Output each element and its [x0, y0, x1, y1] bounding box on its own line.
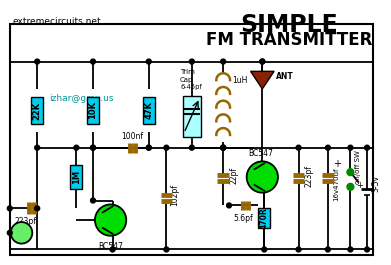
Text: 100nf: 100nf	[121, 132, 143, 141]
Text: 5.6pf: 5.6pf	[233, 214, 253, 223]
FancyBboxPatch shape	[87, 97, 99, 124]
Text: BC547: BC547	[249, 149, 273, 158]
Text: 223pf: 223pf	[15, 217, 37, 226]
Text: izhar@gmx.us: izhar@gmx.us	[49, 94, 113, 103]
Circle shape	[325, 247, 330, 252]
Circle shape	[7, 230, 12, 235]
Circle shape	[189, 59, 194, 64]
Text: on/off SW: on/off SW	[355, 150, 361, 184]
Circle shape	[164, 145, 169, 150]
Circle shape	[74, 145, 79, 150]
Circle shape	[146, 145, 151, 150]
Circle shape	[91, 145, 95, 150]
Circle shape	[11, 222, 32, 244]
Text: BC547: BC547	[98, 242, 123, 251]
Circle shape	[146, 145, 151, 150]
Circle shape	[146, 59, 151, 64]
Text: ANT: ANT	[276, 72, 294, 81]
Circle shape	[260, 59, 265, 64]
FancyBboxPatch shape	[31, 97, 43, 124]
FancyBboxPatch shape	[258, 208, 270, 228]
Text: 102pf: 102pf	[170, 184, 179, 206]
Text: Cap: Cap	[180, 77, 194, 83]
Text: 22K: 22K	[33, 101, 42, 120]
Text: 47K: 47K	[144, 101, 153, 120]
Text: 22pf: 22pf	[229, 166, 238, 184]
Circle shape	[91, 198, 95, 203]
Text: 3-5v: 3-5v	[371, 175, 380, 192]
Text: 1M: 1M	[72, 170, 81, 184]
Text: SIMPLE: SIMPLE	[240, 13, 337, 37]
Circle shape	[347, 183, 354, 190]
Circle shape	[347, 169, 354, 176]
Text: 1uH: 1uH	[232, 76, 248, 85]
Circle shape	[221, 145, 226, 150]
Circle shape	[325, 145, 330, 150]
Circle shape	[227, 203, 231, 208]
Circle shape	[221, 145, 226, 150]
Circle shape	[164, 247, 169, 252]
Circle shape	[262, 247, 267, 252]
Circle shape	[221, 145, 226, 150]
Circle shape	[348, 247, 353, 252]
Circle shape	[91, 145, 95, 150]
Text: FM TRANSMITTER: FM TRANSMITTER	[206, 31, 372, 49]
FancyBboxPatch shape	[183, 96, 201, 137]
Text: extremecircuits.net: extremecircuits.net	[13, 17, 101, 26]
Circle shape	[247, 161, 278, 193]
Circle shape	[35, 145, 39, 150]
Circle shape	[348, 145, 353, 150]
Circle shape	[189, 145, 194, 150]
Circle shape	[221, 59, 226, 64]
Circle shape	[364, 247, 369, 252]
Circle shape	[35, 206, 39, 211]
Text: +: +	[333, 159, 341, 169]
Circle shape	[35, 59, 39, 64]
Circle shape	[7, 206, 12, 211]
Text: 16v470uf: 16v470uf	[333, 167, 339, 201]
Circle shape	[260, 59, 265, 64]
Text: 10K: 10K	[88, 101, 97, 120]
Text: 223pf: 223pf	[305, 165, 314, 187]
Circle shape	[95, 204, 126, 236]
Circle shape	[296, 247, 301, 252]
Circle shape	[91, 59, 95, 64]
Circle shape	[364, 145, 369, 150]
Text: Trim: Trim	[180, 69, 195, 75]
FancyBboxPatch shape	[143, 97, 155, 124]
Text: 470R: 470R	[260, 207, 269, 229]
Text: 6-45pf: 6-45pf	[180, 84, 202, 90]
FancyBboxPatch shape	[70, 165, 82, 189]
Circle shape	[110, 247, 115, 252]
Polygon shape	[251, 71, 274, 89]
Circle shape	[296, 145, 301, 150]
Text: +: +	[356, 181, 363, 190]
